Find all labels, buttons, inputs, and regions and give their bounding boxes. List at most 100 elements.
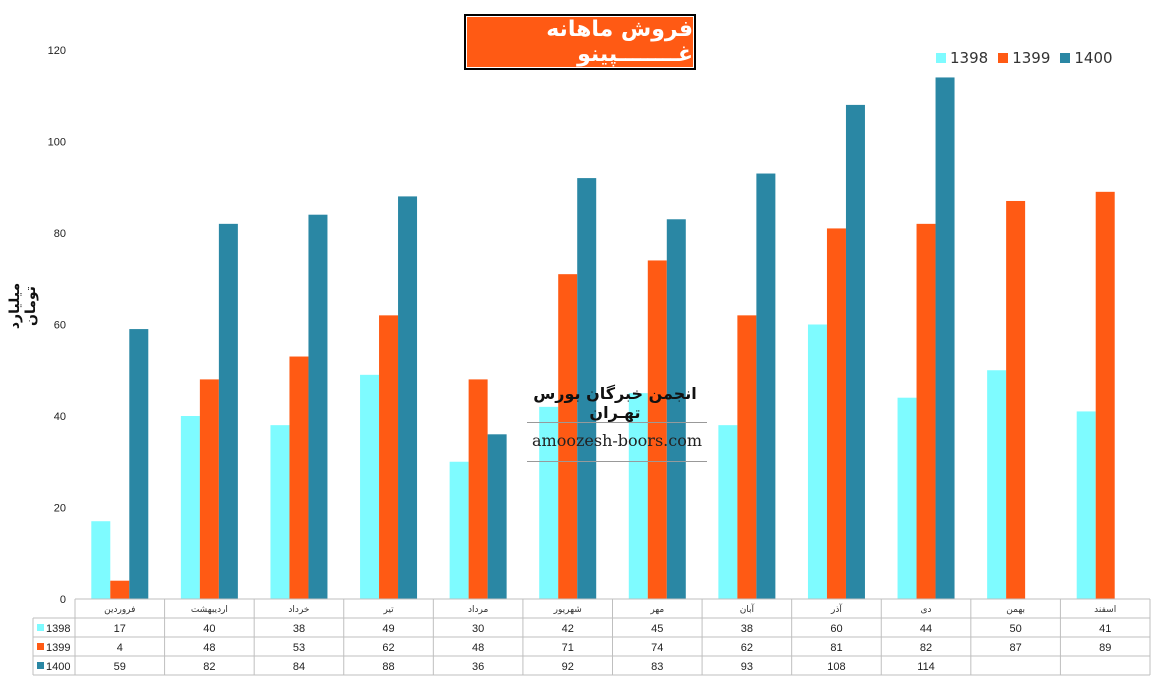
table-value: 88 [382,661,394,673]
bar-1399-0 [110,580,130,599]
table-value: 84 [293,661,305,673]
bar-1399-5 [558,274,578,599]
bar-1400-9 [935,77,955,599]
table-value: 4 [117,642,123,654]
chart-title-box: فروش ماهانه غــــــــپینو [464,14,696,70]
legend-swatch-1399 [998,53,1009,63]
bar-1400-0 [129,329,149,599]
table-value: 30 [472,623,484,635]
legend-item-1398: 1398 [936,49,988,67]
bar-1398-4 [449,461,469,599]
bar-1398-11 [1076,411,1096,599]
table-value: 42 [562,623,574,635]
bar-1399-7 [737,315,757,599]
table-swatch-1399 [37,643,44,650]
chart-title: فروش ماهانه غــــــــپینو [466,16,694,68]
bar-1399-2 [289,356,309,599]
table-value: 40 [203,623,215,635]
table-value: 17 [114,623,126,635]
y-tick-label: 80 [54,228,66,240]
table-series-label: 1398 [46,623,70,635]
bar-1400-6 [666,219,686,599]
bar-1398-2 [270,425,290,599]
table-value: 81 [830,642,842,654]
bar-1398-1 [180,416,200,599]
bar-1400-4 [487,434,507,599]
table-value: 44 [920,623,932,635]
bar-1398-7 [718,425,738,599]
y-axis-label: میلیارد تومان [7,282,39,330]
bar-1399-10 [1006,200,1026,599]
bar-1400-5 [577,178,597,599]
table-value: 38 [293,623,305,635]
y-tick-label: 120 [48,45,66,57]
bar-1398-3 [360,374,380,599]
category-label: مرداد [468,605,488,615]
table-value: 60 [830,623,842,635]
bar-1400-3 [398,196,418,599]
bar-1399-4 [468,379,488,599]
bar-1399-3 [379,315,399,599]
category-label: آبان [740,603,755,615]
bar-1400-2 [308,214,328,599]
table-value: 36 [472,661,484,673]
table-value: 50 [1010,623,1022,635]
watermark-url: amoozesh-boors.com [527,422,707,462]
table-value: 82 [920,642,932,654]
table-swatch-1400 [37,662,44,669]
y-tick-label: 60 [54,320,66,332]
category-label: خرداد [288,605,309,615]
legend: 1398 1399 1400 [936,49,1113,67]
watermark-title: انجمن خبرگان بورس تهـران [533,384,697,422]
table-value: 92 [562,661,574,673]
table-value: 108 [827,661,845,673]
table-value: 87 [1010,642,1022,654]
category-label: شهریور [553,605,582,615]
table-value: 48 [472,642,484,654]
table-value: 71 [562,642,574,654]
bar-1400-8 [845,104,865,600]
category-label: اسفند [1094,605,1116,615]
table-value: 74 [651,642,663,654]
table-value: 93 [741,661,753,673]
bar-1400-7 [756,173,776,599]
bar-1399-9 [916,223,936,599]
bar-1398-9 [897,397,917,599]
table-value: 89 [1099,642,1111,654]
table-value: 53 [293,642,305,654]
category-label: فروردین [104,605,135,615]
legend-item-1400: 1400 [1060,49,1113,67]
y-tick-label: 40 [54,411,66,423]
legend-swatch-1398 [936,53,946,63]
table-value: 114 [917,661,935,673]
legend-label-1400: 1400 [1074,49,1113,67]
category-label: بهمن [1006,605,1025,615]
legend-label-1399: 1399 [1012,49,1051,67]
y-tick-label: 100 [48,137,66,149]
table-value: 82 [203,661,215,673]
table-value: 83 [651,661,663,673]
table-value: 48 [203,642,215,654]
bar-1398-0 [91,521,111,599]
table-value: 62 [741,642,753,654]
table-value: 41 [1099,623,1111,635]
table-value: 45 [651,623,663,635]
bar-1400-1 [218,223,238,599]
table-series-label: 1400 [46,661,70,673]
bar-1398-6 [628,393,648,599]
y-tick-label: 0 [60,594,66,606]
table-value: 59 [114,661,126,673]
bar-1398-10 [987,370,1007,599]
bar-1398-5 [539,406,559,599]
category-label: تیر [382,605,394,615]
legend-item-1399: 1399 [998,49,1050,67]
bar-1399-1 [199,379,219,599]
bar-1399-6 [647,260,667,599]
category-label: آذر [830,603,842,615]
y-tick-label: 20 [54,503,66,515]
legend-swatch-1400 [1060,53,1071,63]
table-swatch-1398 [37,624,44,631]
table-series-label: 1399 [46,642,70,654]
table-value: 38 [741,623,753,635]
